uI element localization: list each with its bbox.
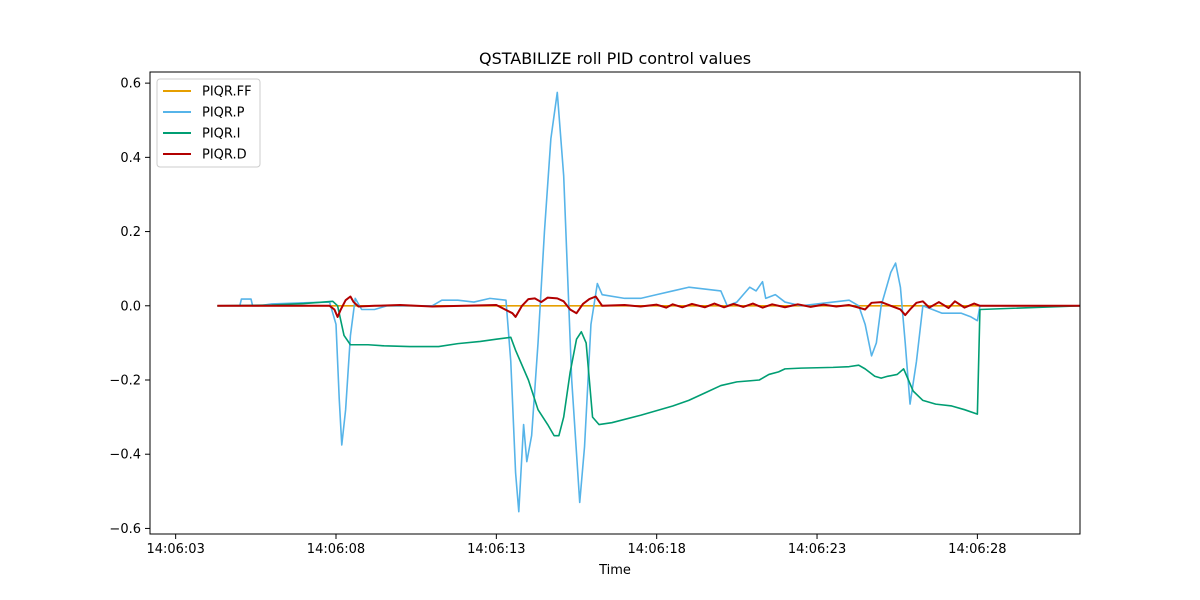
x-tick-label: 14:06:23 (788, 542, 846, 557)
y-tick-label: 0.0 (120, 299, 141, 314)
plot-frame (149, 71, 1081, 535)
x-tick-label: 14:06:03 (146, 542, 204, 557)
x-tick-label: 14:06:08 (307, 542, 365, 557)
y-tick-label: −0.4 (109, 448, 141, 463)
x-tick-label: 14:06:18 (627, 542, 685, 557)
x-axis: 14:06:03 14:06:08 14:06:13 14:06:18 14:06:23… (146, 534, 1007, 557)
series-line-piqr-i (217, 300, 1080, 437)
y-tick-label: 0.2 (120, 225, 141, 240)
series-layer (217, 91, 1080, 513)
y-tick-label: −0.2 (109, 374, 141, 389)
x-tick-label: 14:06:13 (467, 542, 525, 557)
y-tick-label: 0.6 (120, 77, 141, 92)
legend-label: PIQR.D (202, 148, 247, 163)
x-tick-label: 14:06:28 (948, 542, 1006, 557)
chart-title: QSTABILIZE roll PID control values (479, 49, 751, 68)
legend-box (156, 78, 261, 168)
series-line-piqr-d (217, 295, 1080, 318)
series-line-piqr-p (217, 91, 1080, 513)
x-axis-label: Time (598, 563, 631, 578)
y-tick-label: 0.4 (120, 151, 141, 166)
legend-label: PIQR.I (202, 127, 240, 142)
y-tick-label: −0.6 (109, 522, 141, 537)
legend-label: PIQR.P (202, 106, 245, 121)
y-axis: −0.6 −0.4 −0.2 0.0 0.2 0.4 0.6 (109, 77, 150, 537)
legend-label: PIQR.FF (202, 85, 252, 100)
legend: PIQR.FF PIQR.P PIQR.I PIQR.D (156, 78, 261, 168)
